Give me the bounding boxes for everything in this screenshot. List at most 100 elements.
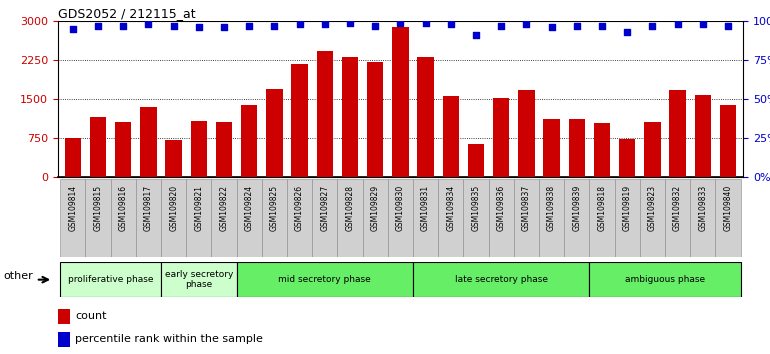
Bar <box>191 121 207 177</box>
Bar <box>262 179 287 257</box>
Text: GSM109815: GSM109815 <box>94 185 102 231</box>
Text: GSM109836: GSM109836 <box>497 185 506 231</box>
Bar <box>212 179 236 257</box>
Bar <box>640 179 665 257</box>
Point <box>192 25 205 30</box>
Bar <box>58 332 70 347</box>
Text: GSM109837: GSM109837 <box>522 185 531 231</box>
Point <box>521 22 533 27</box>
Text: GSM109819: GSM109819 <box>623 185 631 231</box>
Bar <box>464 179 489 257</box>
Text: other: other <box>3 271 32 281</box>
Text: GSM109830: GSM109830 <box>396 185 405 231</box>
Text: GSM109817: GSM109817 <box>144 185 153 231</box>
Bar <box>514 179 539 257</box>
Bar <box>363 179 388 257</box>
Point <box>142 22 155 27</box>
Bar <box>438 179 464 257</box>
Bar <box>690 179 715 257</box>
Text: GSM109828: GSM109828 <box>346 185 354 231</box>
Text: GSM109838: GSM109838 <box>547 185 556 231</box>
Point <box>394 20 407 25</box>
Bar <box>669 90 686 177</box>
Bar <box>589 262 741 297</box>
Bar <box>468 144 484 177</box>
Text: GSM109840: GSM109840 <box>724 185 732 231</box>
Text: GSM109824: GSM109824 <box>245 185 254 231</box>
Bar <box>564 179 589 257</box>
Text: proliferative phase: proliferative phase <box>68 275 153 284</box>
Point <box>92 23 104 29</box>
Text: GSM109839: GSM109839 <box>572 185 581 231</box>
Bar <box>90 117 106 177</box>
Text: GSM109835: GSM109835 <box>471 185 480 231</box>
Text: GSM109820: GSM109820 <box>169 185 178 231</box>
Point <box>444 22 457 27</box>
Bar <box>316 51 333 177</box>
Bar <box>720 105 736 177</box>
Text: GSM109822: GSM109822 <box>219 185 229 231</box>
Bar <box>388 179 413 257</box>
Text: ambiguous phase: ambiguous phase <box>625 275 705 284</box>
Bar <box>392 28 409 177</box>
Text: GDS2052 / 212115_at: GDS2052 / 212115_at <box>58 7 196 20</box>
Text: early secretory
phase: early secretory phase <box>165 270 233 289</box>
Bar <box>241 105 257 177</box>
Bar <box>140 107 156 177</box>
Point <box>571 23 583 29</box>
Text: GSM109831: GSM109831 <box>421 185 430 231</box>
Bar <box>161 262 236 297</box>
Bar <box>111 179 136 257</box>
Point <box>67 26 79 32</box>
Bar <box>568 119 585 177</box>
Bar <box>695 96 711 177</box>
Bar <box>489 179 514 257</box>
Bar <box>58 309 70 324</box>
Text: GSM109832: GSM109832 <box>673 185 682 231</box>
Text: GSM109826: GSM109826 <box>295 185 304 231</box>
Text: mid secretory phase: mid secretory phase <box>279 275 371 284</box>
Point <box>344 20 357 25</box>
Point <box>721 23 734 29</box>
Bar <box>342 57 358 177</box>
Point <box>319 22 331 27</box>
Bar <box>115 122 132 177</box>
Bar <box>544 119 560 177</box>
Bar <box>216 122 233 177</box>
Point <box>268 23 280 29</box>
Text: GSM109816: GSM109816 <box>119 185 128 231</box>
Bar <box>367 62 383 177</box>
Bar <box>236 262 413 297</box>
Text: GSM109823: GSM109823 <box>648 185 657 231</box>
Bar <box>85 179 111 257</box>
Bar <box>619 138 635 177</box>
Bar <box>413 179 438 257</box>
Text: percentile rank within the sample: percentile rank within the sample <box>75 335 263 344</box>
Bar <box>136 179 161 257</box>
Bar <box>413 262 589 297</box>
Bar <box>443 96 459 177</box>
Point <box>621 29 633 35</box>
Bar <box>60 179 85 257</box>
Bar <box>539 179 564 257</box>
Bar <box>236 179 262 257</box>
Bar <box>614 179 640 257</box>
Point <box>596 23 608 29</box>
Text: GSM109829: GSM109829 <box>370 185 380 231</box>
Bar <box>665 179 690 257</box>
Bar <box>312 179 337 257</box>
Bar <box>417 57 434 177</box>
Bar <box>186 179 212 257</box>
Point <box>293 22 306 27</box>
Bar <box>715 179 741 257</box>
Point <box>369 23 381 29</box>
Bar <box>287 179 312 257</box>
Bar <box>266 89 283 177</box>
Bar <box>161 179 186 257</box>
Text: GSM109827: GSM109827 <box>320 185 330 231</box>
Text: GSM109818: GSM109818 <box>598 185 607 231</box>
Bar <box>594 123 610 177</box>
Point <box>420 20 432 25</box>
Text: late secretory phase: late secretory phase <box>454 275 547 284</box>
Bar <box>65 138 81 177</box>
